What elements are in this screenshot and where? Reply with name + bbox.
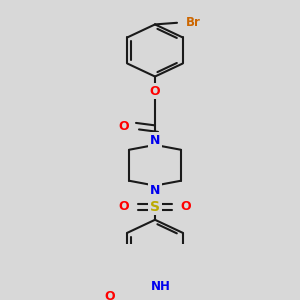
Text: O: O bbox=[105, 290, 115, 300]
Text: S: S bbox=[150, 200, 160, 214]
Text: NH: NH bbox=[151, 280, 171, 293]
Text: O: O bbox=[119, 120, 129, 133]
Text: O: O bbox=[150, 85, 160, 98]
Text: O: O bbox=[119, 200, 129, 213]
Text: N: N bbox=[150, 134, 160, 146]
Text: O: O bbox=[181, 200, 191, 213]
Text: N: N bbox=[150, 184, 160, 197]
Text: Br: Br bbox=[186, 16, 200, 29]
